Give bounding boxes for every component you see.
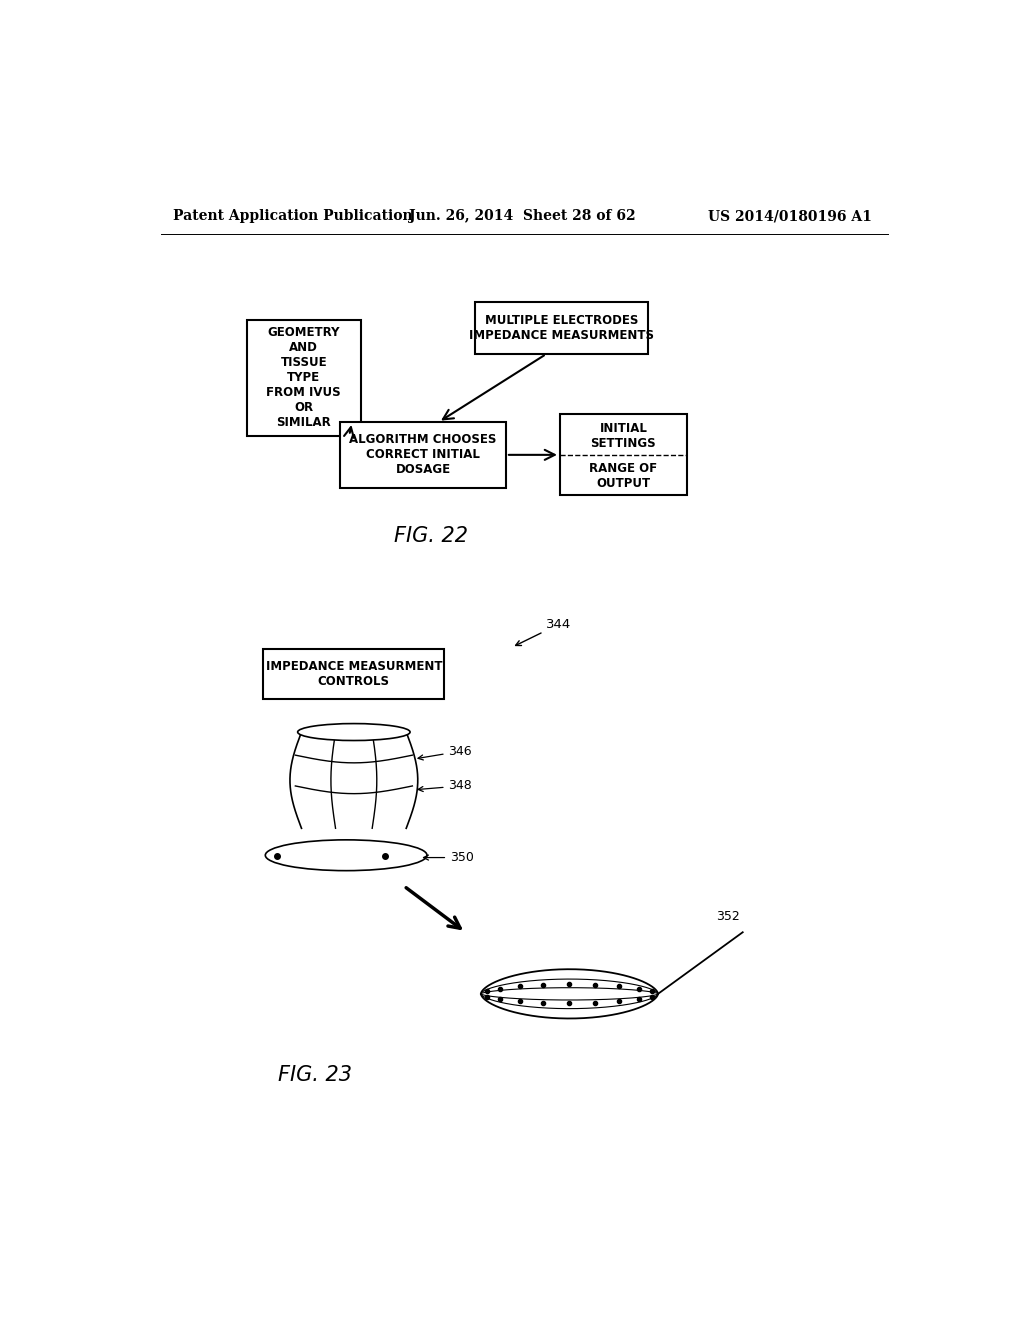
- Bar: [340, 422, 506, 487]
- Text: Jun. 26, 2014  Sheet 28 of 62: Jun. 26, 2014 Sheet 28 of 62: [410, 209, 636, 223]
- Text: Patent Application Publication: Patent Application Publication: [173, 209, 413, 223]
- Text: 348: 348: [418, 779, 472, 792]
- Text: GEOMETRY
AND
TISSUE
TYPE
FROM IVUS
OR
SIMILAR: GEOMETRY AND TISSUE TYPE FROM IVUS OR SI…: [266, 326, 341, 429]
- Text: RANGE OF
OUTPUT: RANGE OF OUTPUT: [589, 462, 657, 491]
- Bar: [263, 649, 444, 700]
- Text: 346: 346: [418, 744, 472, 760]
- Ellipse shape: [298, 723, 410, 741]
- Text: 344: 344: [516, 618, 571, 645]
- Text: 350: 350: [424, 851, 474, 865]
- Bar: [560, 414, 687, 495]
- Text: FIG. 23: FIG. 23: [279, 1065, 352, 1085]
- Text: FIG. 22: FIG. 22: [394, 525, 468, 545]
- Bar: [247, 321, 360, 436]
- Text: US 2014/0180196 A1: US 2014/0180196 A1: [708, 209, 871, 223]
- Text: ALGORITHM CHOOSES
CORRECT INITIAL
DOSAGE: ALGORITHM CHOOSES CORRECT INITIAL DOSAGE: [349, 433, 497, 477]
- Text: 352: 352: [716, 911, 739, 924]
- Ellipse shape: [265, 840, 427, 871]
- Text: MULTIPLE ELECTRODES
IMPEDANCE MEASURMENTS: MULTIPLE ELECTRODES IMPEDANCE MEASURMENT…: [469, 314, 654, 342]
- Text: IMPEDANCE MEASURMENT
CONTROLS: IMPEDANCE MEASURMENT CONTROLS: [265, 660, 442, 688]
- Bar: [475, 302, 648, 354]
- Text: INITIAL
SETTINGS: INITIAL SETTINGS: [591, 422, 656, 450]
